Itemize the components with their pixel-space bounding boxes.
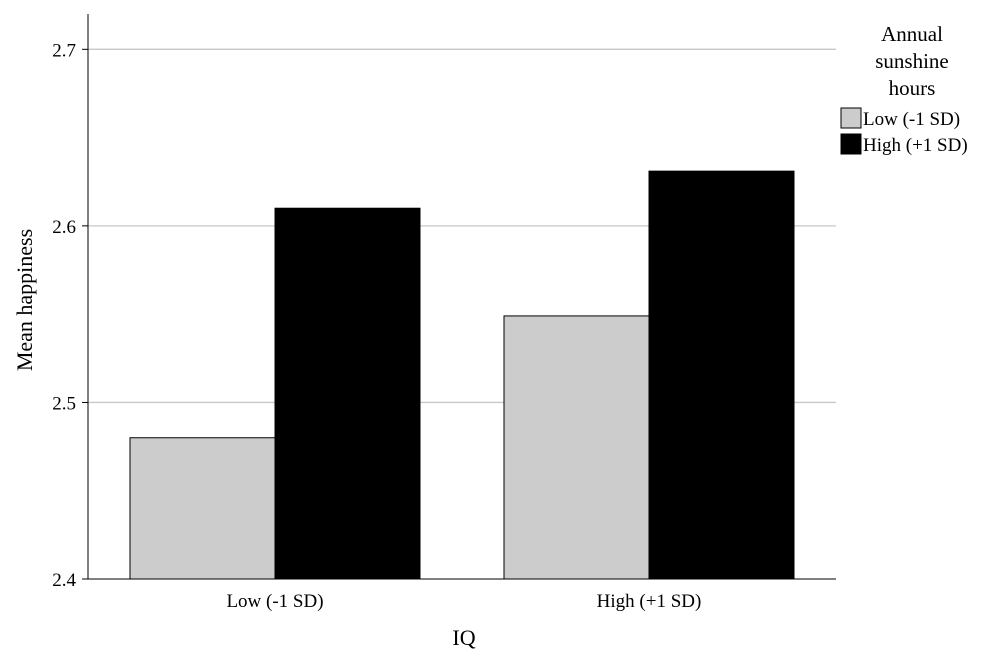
legend-swatch — [840, 107, 862, 129]
legend-items: Low (-1 SD) High (+1 SD) — [840, 107, 968, 156]
legend-label: High (+1 SD) — [863, 135, 968, 156]
tick-labels: 2.4 2.5 2.6 2.7 Low (-1 SD) High (+1 SD) — [52, 40, 701, 612]
axes — [82, 14, 836, 580]
legend: Annual sunshine hours Low (-1 SD) High (+1 … — [840, 22, 968, 156]
x-axis-title: IQ — [452, 625, 475, 650]
bar — [648, 170, 795, 580]
legend-title: Annual sunshine hours — [875, 22, 949, 100]
y-axis-title: Mean happiness — [12, 229, 37, 371]
legend-title-line: hours — [889, 76, 936, 100]
bars — [129, 170, 795, 580]
legend-title-line: sunshine — [875, 49, 949, 73]
x-tick-label: High (+1 SD) — [597, 591, 702, 612]
y-tick-label: 2.6 — [52, 217, 76, 238]
y-tick-label: 2.4 — [52, 570, 76, 591]
legend-swatch — [840, 133, 862, 155]
x-tick-label: Low (-1 SD) — [226, 591, 323, 612]
legend-title-line: Annual — [881, 22, 943, 46]
y-tick-label: 2.5 — [52, 393, 76, 414]
y-tick-label: 2.7 — [52, 40, 76, 61]
bar — [503, 315, 650, 580]
bar — [129, 437, 276, 580]
bar — [274, 207, 421, 580]
legend-label: Low (-1 SD) — [863, 109, 960, 130]
